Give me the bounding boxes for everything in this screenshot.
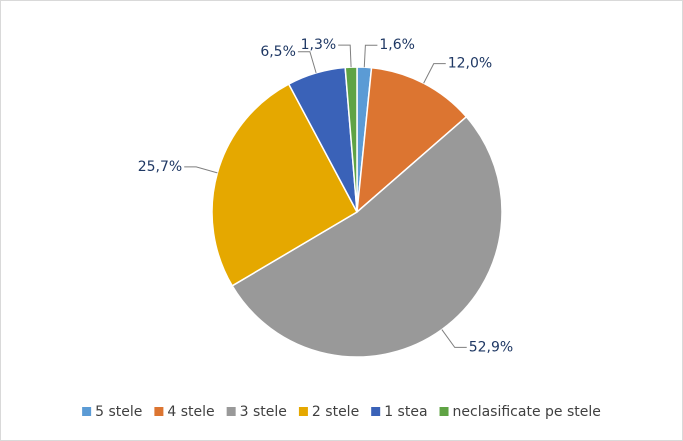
legend-swatch [298, 407, 308, 416]
leader-line [297, 51, 317, 74]
legend-swatch [371, 407, 381, 416]
data-label: 12,0% [448, 56, 492, 72]
legend-label: 4 stele [167, 404, 214, 420]
data-label: 52,9% [469, 339, 513, 355]
legend-swatch [439, 407, 449, 416]
legend-swatch [82, 407, 92, 416]
data-label: 1,6% [379, 37, 415, 53]
data-label: 1,3% [301, 37, 337, 53]
legend-swatch [226, 407, 236, 416]
legend-label: neclasificate pe stele [453, 404, 601, 420]
legend-label: 5 stele [95, 404, 142, 420]
data-label: 25,7% [138, 159, 182, 175]
leader-line [338, 44, 352, 68]
pie-slice [356, 66, 468, 214]
data-label: 6,5% [260, 44, 296, 60]
leader-line [363, 44, 378, 68]
leader-line [184, 166, 218, 174]
legend-label: 1 stea [384, 404, 427, 420]
pie-slice [231, 115, 503, 358]
legend-label: 2 stele [312, 404, 359, 420]
leader-line [423, 63, 446, 84]
legend-swatch [154, 407, 164, 416]
leader-line [441, 329, 467, 348]
legend-label: 3 stele [240, 404, 287, 420]
